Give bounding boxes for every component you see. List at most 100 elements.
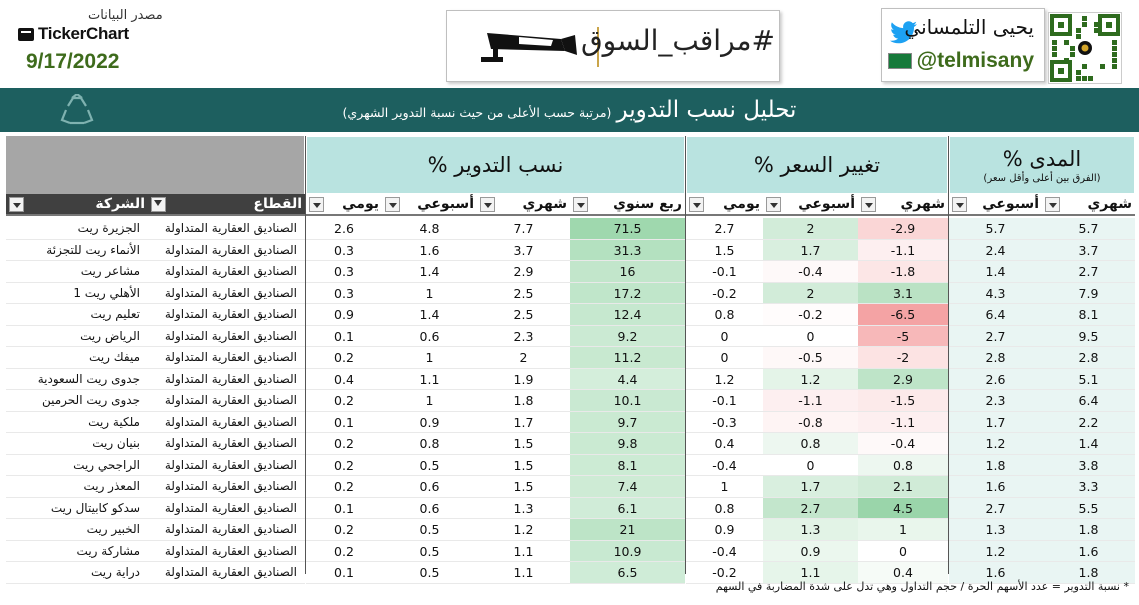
column-header-label: أسبوعي (798, 196, 855, 212)
cell-p-week: 1.1 (763, 562, 858, 584)
cell-p-week: -0.5 (763, 347, 858, 369)
cell-sector: الصناديق العقارية المتداولة (148, 218, 305, 240)
cell-company: مشاعر ريت (6, 261, 148, 283)
cell-t-month: 1.5 (477, 454, 570, 476)
table-row[interactable]: جدوى ريت الحرمين الصناديق العقارية المتدا… (0, 390, 1139, 412)
column-header-company[interactable]: الشركة (6, 194, 148, 216)
table-row[interactable]: الجزيرة ريت الصناديق العقارية المتداولة 2.… (0, 218, 1139, 240)
dropdown-arrow-icon[interactable] (309, 196, 324, 212)
cell-r-week: 4.3 (949, 282, 1042, 304)
column-header-p-month[interactable]: شهري (858, 194, 948, 216)
column-header-t-day[interactable]: يومي (306, 194, 382, 216)
cell-t-week: 1.4 (382, 304, 477, 326)
cell-p-week: 2 (763, 282, 858, 304)
cell-t-week: 1 (382, 390, 477, 412)
cell-t-week: 0.5 (382, 454, 477, 476)
table-row[interactable]: بنيان ريت الصناديق العقارية المتداولة 0.2 0… (0, 433, 1139, 455)
cell-t-month: 2.5 (477, 282, 570, 304)
column-header-r-month[interactable]: شهري (1042, 194, 1135, 216)
cell-p-day: -0.3 (686, 411, 763, 433)
cell-t-month: 2 (477, 347, 570, 369)
column-header-t-quarter[interactable]: ربع سنوي (570, 194, 685, 216)
column-header-label: القطاع (253, 196, 302, 212)
dropdown-arrow-icon[interactable] (1045, 196, 1060, 212)
cell-p-month: -1.1 (858, 239, 948, 261)
cell-t-day: 0.2 (306, 347, 382, 369)
table-row[interactable]: مشاعر ريت الصناديق العقارية المتداولة 0.3 1… (0, 261, 1139, 283)
column-header-t-week[interactable]: أسبوعي (382, 194, 477, 216)
cell-r-week: 1.7 (949, 411, 1042, 433)
cell-r-week: 1.4 (949, 261, 1042, 283)
filter-applied-icon[interactable] (151, 196, 166, 212)
cell-sector: الصناديق العقارية المتداولة (148, 368, 305, 390)
cell-p-day: 0.8 (686, 304, 763, 326)
column-header-p-day[interactable]: يومي (686, 194, 763, 216)
qr-code-icon (1048, 12, 1122, 84)
cell-t-quarter: 71.5 (570, 218, 685, 240)
cell-t-quarter: 9.2 (570, 325, 685, 347)
cell-t-day: 2.6 (306, 218, 382, 240)
title-sub: (مرتبة حسب الأعلى من حيث نسبة التدوير ال… (342, 105, 612, 120)
cell-t-week: 1.4 (382, 261, 477, 283)
cell-p-month: 0 (858, 540, 948, 562)
table-row[interactable]: ميفك ريت الصناديق العقارية المتداولة 0.2 1 2… (0, 347, 1139, 369)
group-turnover: نسب التدوير % (306, 136, 685, 194)
cell-r-week: 6.4 (949, 304, 1042, 326)
column-header-r-week[interactable]: أسبوعي (949, 194, 1042, 216)
cell-sector: الصناديق العقارية المتداولة (148, 540, 305, 562)
cell-r-week: 2.6 (949, 368, 1042, 390)
cell-t-month: 1.5 (477, 476, 570, 498)
table-row[interactable]: دراية ريت الصناديق العقارية المتداولة 0.1 0… (0, 562, 1139, 584)
cell-p-month: -1.5 (858, 390, 948, 412)
dropdown-arrow-icon[interactable] (480, 196, 495, 212)
column-header-label: يومي (342, 196, 379, 212)
cell-t-quarter: 11.2 (570, 347, 685, 369)
cell-t-day: 0.4 (306, 368, 382, 390)
table-row[interactable]: جدوى ريت السعودية الصناديق العقارية المتد… (0, 368, 1139, 390)
cell-sector: الصناديق العقارية المتداولة (148, 261, 305, 283)
dropdown-arrow-icon[interactable] (766, 196, 781, 212)
cell-company: سدكو كابيتال ريت (6, 497, 148, 519)
dropdown-arrow-icon[interactable] (9, 196, 24, 212)
tickerchart-icon (18, 27, 34, 41)
report-date: 9/17/2022 (26, 50, 120, 73)
cell-r-month: 2.2 (1042, 411, 1135, 433)
column-header-p-week[interactable]: أسبوعي (763, 194, 858, 216)
table-row[interactable]: الرياض ريت الصناديق العقارية المتداولة 0.1… (0, 325, 1139, 347)
twitter-icon (890, 21, 917, 44)
group-range-sub: (الفرق بين أعلى وأقل سعر) (983, 172, 1101, 184)
dropdown-arrow-icon[interactable] (385, 196, 400, 212)
table-row[interactable]: الخبير ريت الصناديق العقارية المتداولة 0.2… (0, 519, 1139, 541)
table-row[interactable]: المعذر ريت الصناديق العقارية المتداولة 0.2… (0, 476, 1139, 498)
cell-sector: الصناديق العقارية المتداولة (148, 325, 305, 347)
column-header-t-month[interactable]: شهري (477, 194, 570, 216)
dropdown-arrow-icon[interactable] (861, 196, 876, 212)
cell-t-week: 0.6 (382, 325, 477, 347)
cell-company: دراية ريت (6, 562, 148, 584)
cell-p-week: -0.8 (763, 411, 858, 433)
table-row[interactable]: الأنماء ريت للتجزئة الصناديق العقارية الم… (0, 239, 1139, 261)
cell-p-week: 2.7 (763, 497, 858, 519)
table-row[interactable]: الراجحي ريت الصناديق العقارية المتداولة 0.… (0, 454, 1139, 476)
cell-r-month: 2.7 (1042, 261, 1135, 283)
dropdown-arrow-icon[interactable] (952, 196, 967, 212)
table-row[interactable]: ملكية ريت الصناديق العقارية المتداولة 0.1 0… (0, 411, 1139, 433)
dropdown-arrow-icon[interactable] (689, 196, 704, 212)
dropdown-arrow-icon[interactable] (573, 196, 588, 212)
cell-t-week: 0.9 (382, 411, 477, 433)
cell-r-week: 1.2 (949, 540, 1042, 562)
cell-t-week: 1 (382, 347, 477, 369)
cell-p-day: 1.5 (686, 239, 763, 261)
table-row[interactable]: سدكو كابيتال ريت الصناديق العقارية المتدا… (0, 497, 1139, 519)
separator-turnover (305, 136, 306, 574)
cell-t-week: 0.6 (382, 476, 477, 498)
column-header-sector[interactable]: القطاع (148, 194, 305, 216)
cell-t-day: 0.2 (306, 433, 382, 455)
cell-p-month: -1.8 (858, 261, 948, 283)
cell-t-quarter: 4.4 (570, 368, 685, 390)
table-row[interactable]: تعليم ريت الصناديق العقارية المتداولة 0.9 1… (0, 304, 1139, 326)
table-row[interactable]: الأهلي ريت 1 الصناديق العقارية المتداولة 0… (0, 282, 1139, 304)
table-row[interactable]: مشاركة ريت الصناديق العقارية المتداولة 0.2… (0, 540, 1139, 562)
grey-header-block (6, 136, 304, 194)
